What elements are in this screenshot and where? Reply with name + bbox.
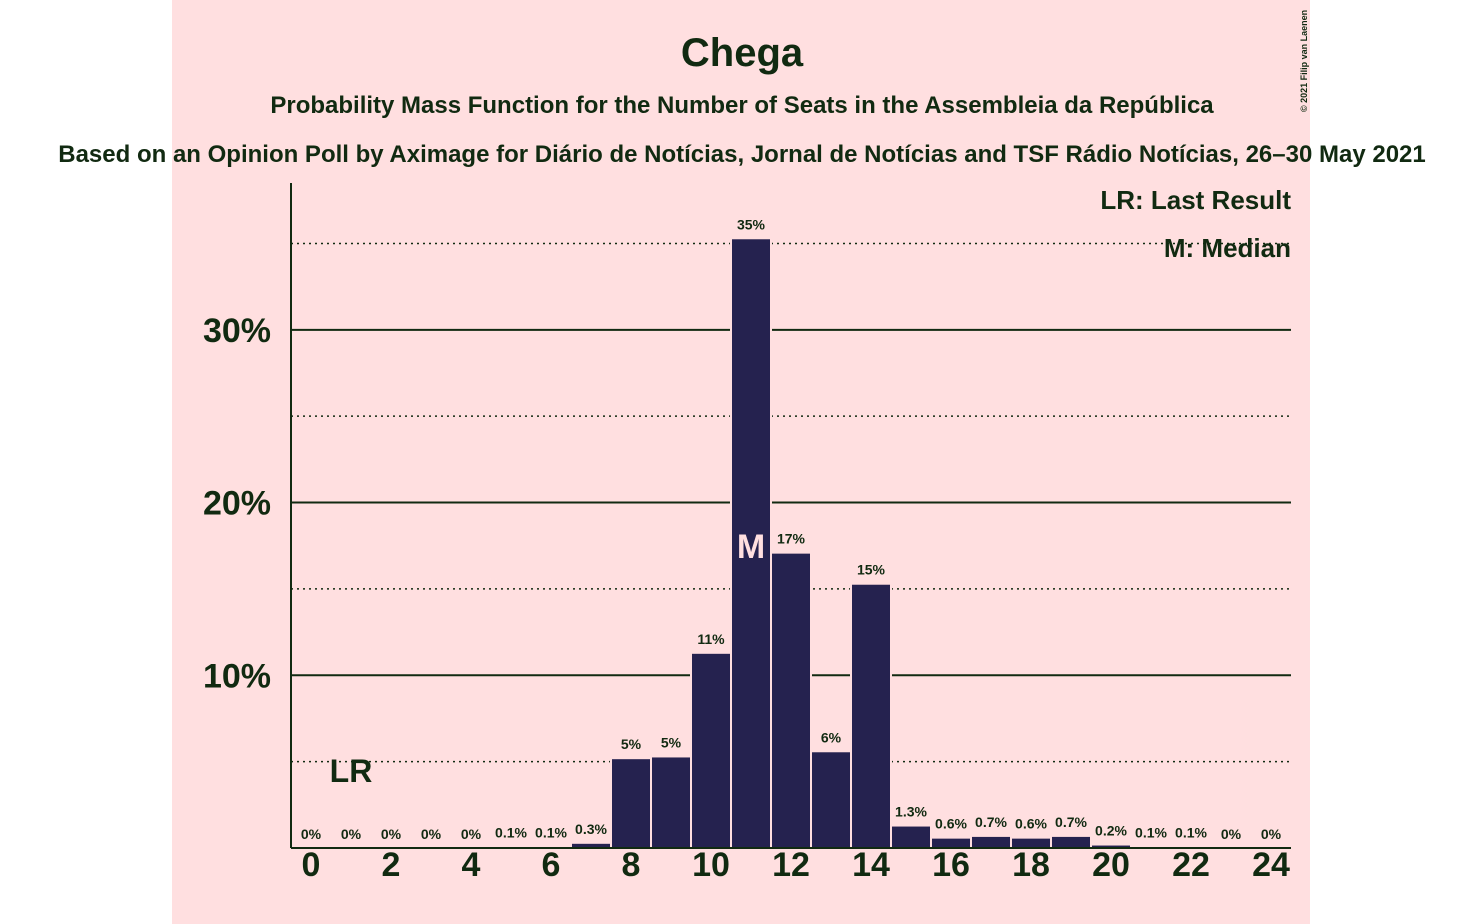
value-label: 11%: [697, 631, 725, 647]
value-label: 35%: [737, 216, 766, 232]
bar: [850, 582, 892, 850]
bar: [930, 836, 972, 849]
value-label: 0.6%: [1015, 816, 1047, 832]
x-tick-label: 12: [772, 846, 810, 884]
y-tick-label: 10%: [203, 657, 271, 695]
x-tick-label: 2: [382, 846, 401, 884]
value-label: 1.3%: [895, 804, 927, 820]
bar: [890, 824, 932, 850]
bar: [1050, 834, 1092, 850]
x-tick-label: 14: [852, 846, 890, 884]
value-label: 0%: [341, 826, 362, 842]
value-label: 0%: [461, 826, 482, 842]
x-tick-label: 22: [1172, 846, 1210, 884]
value-label: 0%: [381, 826, 402, 842]
y-tick-label: 20%: [203, 485, 271, 523]
last-result-marker: LR: [330, 753, 373, 789]
legend-entry: LR: Last Result: [1100, 185, 1291, 215]
value-label: 0.7%: [1055, 814, 1087, 830]
y-tick-label: 30%: [203, 312, 271, 350]
x-tick-label: 8: [622, 846, 641, 884]
x-tick-label: 18: [1012, 846, 1050, 884]
chart-subtitle: Probability Mass Function for the Number…: [270, 92, 1214, 119]
x-tick-label: 4: [462, 846, 481, 884]
value-label: 0.3%: [575, 821, 607, 837]
bar: [690, 651, 732, 849]
x-tick-label: 10: [692, 846, 730, 884]
x-tick-label: 6: [542, 846, 561, 884]
x-tick-label: 24: [1252, 846, 1290, 884]
value-label: 0%: [1221, 826, 1242, 842]
value-label: 0.1%: [1175, 824, 1207, 840]
value-label: 0%: [301, 826, 322, 842]
bar: [770, 551, 812, 849]
value-label: 0.1%: [535, 824, 567, 840]
bar: [1010, 836, 1052, 849]
median-marker: M: [737, 528, 765, 566]
value-label: 0.1%: [1135, 824, 1167, 840]
value-label: 5%: [621, 736, 642, 752]
value-label: 15%: [857, 562, 886, 578]
value-label: 0.1%: [495, 824, 527, 840]
value-label: 0.7%: [975, 814, 1007, 830]
x-tick-label: 16: [932, 846, 970, 884]
value-label: 0.2%: [1095, 823, 1127, 839]
value-label: 6%: [821, 729, 842, 745]
bar: [650, 755, 692, 849]
x-tick-label: 0: [302, 846, 321, 884]
value-label: 17%: [777, 531, 806, 547]
value-label: 0.6%: [935, 816, 967, 832]
x-tick-label: 20: [1092, 846, 1130, 884]
bar: [970, 834, 1012, 850]
value-label: 5%: [661, 734, 682, 750]
copyright: © 2021 Filip van Laenen: [1299, 10, 1309, 112]
value-label: 0%: [1261, 826, 1282, 842]
bar: [610, 757, 652, 850]
chart-caption: Based on an Opinion Poll by Aximage for …: [58, 141, 1425, 168]
bar: [810, 750, 852, 849]
legend-entry: M: Median: [1164, 233, 1291, 263]
chart-title: Chega: [681, 31, 804, 75]
value-label: 0%: [421, 826, 442, 842]
